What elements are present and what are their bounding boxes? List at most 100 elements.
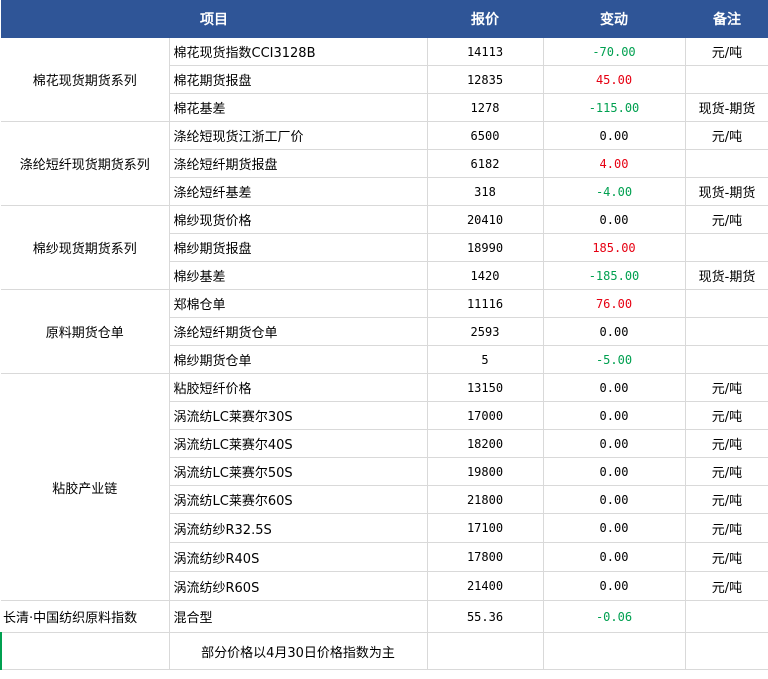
header-row: 项目 报价 变动 备注 xyxy=(1,0,768,38)
item-name: 涡流纺LC莱赛尔40S xyxy=(169,429,428,458)
change-value: 76.00 xyxy=(543,289,686,318)
price-value: 18200 xyxy=(427,429,544,458)
table-row: 棉纱基差 1420 -185.00 现货-期货 xyxy=(1,261,768,290)
price-value: 17100 xyxy=(427,513,544,543)
change-value: -70.00 xyxy=(543,38,686,66)
item-name: 涡流纺纱R60S xyxy=(169,571,428,601)
item-name: 棉花基差 xyxy=(169,93,428,122)
header-change: 变动 xyxy=(543,0,685,38)
footnote-text: 部分价格以4月30日价格指数为主 xyxy=(169,632,428,670)
note-value xyxy=(685,233,768,262)
change-value: -185.00 xyxy=(543,261,686,290)
item-name: 粘胶短纤价格 xyxy=(169,373,428,402)
index-note xyxy=(685,600,768,633)
price-value: 12835 xyxy=(427,65,544,94)
table-row: 棉纱期货仓单 5 -5.00 xyxy=(1,345,768,374)
empty-cell xyxy=(427,632,544,670)
change-value: 4.00 xyxy=(543,149,686,178)
item-name: 棉纱基差 xyxy=(169,261,428,290)
item-name: 棉花期货报盘 xyxy=(169,65,428,94)
change-value: 45.00 xyxy=(543,65,686,94)
note-value xyxy=(685,65,768,94)
table-row: 涡流纺纱R60S 21400 0.00 元/吨 xyxy=(1,571,768,601)
change-value: 0.00 xyxy=(543,429,686,458)
note-value: 元/吨 xyxy=(685,205,768,234)
note-value: 元/吨 xyxy=(685,542,768,572)
table-row: 粘胶产业链 粘胶短纤价格 13150 0.00 元/吨 xyxy=(1,373,768,601)
index-value: 55.36 xyxy=(427,600,544,633)
change-value: -115.00 xyxy=(543,93,686,122)
change-value: 0.00 xyxy=(543,121,686,150)
item-name: 涡流纺纱R40S xyxy=(169,542,428,572)
table-row: 涡流纺LC莱赛尔40S 18200 0.00 元/吨 xyxy=(1,429,768,458)
price-value: 6182 xyxy=(427,149,544,178)
table-row: 涤纶短纤基差 318 -4.00 现货-期货 xyxy=(1,177,768,206)
price-value: 5 xyxy=(427,345,544,374)
group-name: 粘胶产业链 xyxy=(1,373,170,601)
item-name: 涡流纺LC莱赛尔30S xyxy=(169,401,428,430)
header-price: 报价 xyxy=(427,0,543,38)
change-value: 0.00 xyxy=(543,542,686,572)
item-name: 棉纱期货报盘 xyxy=(169,233,428,262)
change-value: -4.00 xyxy=(543,177,686,206)
note-value: 元/吨 xyxy=(685,513,768,543)
table-body: 棉花现货期货系列 棉花现货指数CCI3128B 14113 -70.00 元/吨 棉花期货… xyxy=(0,38,768,670)
note-value: 元/吨 xyxy=(685,429,768,458)
change-value: 0.00 xyxy=(543,205,686,234)
footnote-spacer xyxy=(0,632,170,670)
table-row: 棉花期货报盘 12835 45.00 xyxy=(1,65,768,94)
table-row: 涡流纺纱R40S 17800 0.00 元/吨 xyxy=(1,542,768,572)
item-name: 涡流纺LC莱赛尔50S xyxy=(169,457,428,486)
header-note: 备注 xyxy=(685,0,768,38)
empty-cell xyxy=(685,632,768,670)
table-row: 棉纱现货期货系列 棉纱现货价格 20410 0.00 元/吨 xyxy=(1,205,768,290)
item-name: 郑棉仓单 xyxy=(169,289,428,318)
change-value: 0.00 xyxy=(543,571,686,601)
table-row: 棉花现货期货系列 棉花现货指数CCI3128B 14113 -70.00 元/吨 xyxy=(1,38,768,122)
item-name: 涡流纺纱R32.5S xyxy=(169,513,428,543)
index-name: 长清·中国纺织原料指数 xyxy=(1,600,170,633)
note-value: 元/吨 xyxy=(685,571,768,601)
note-value: 元/吨 xyxy=(685,401,768,430)
item-name: 涤纶短纤基差 xyxy=(169,177,428,206)
footnote-row: 部分价格以4月30日价格指数为主 xyxy=(0,632,768,670)
price-value: 21400 xyxy=(427,571,544,601)
price-value: 20410 xyxy=(427,205,544,234)
table-row: 涡流纺纱R32.5S 17100 0.00 元/吨 xyxy=(1,513,768,543)
item-name: 棉纱现货价格 xyxy=(169,205,428,234)
empty-cell xyxy=(543,632,686,670)
item-name: 涡流纺LC莱赛尔60S xyxy=(169,485,428,514)
note-value: 元/吨 xyxy=(685,373,768,402)
group-name: 棉纱现货期货系列 xyxy=(1,205,170,290)
change-value: 0.00 xyxy=(543,457,686,486)
price-value: 2593 xyxy=(427,317,544,346)
price-value: 19800 xyxy=(427,457,544,486)
group-name: 涤纶短纤现货期货系列 xyxy=(1,121,170,206)
change-value: 185.00 xyxy=(543,233,686,262)
header-item: 项目 xyxy=(1,0,427,38)
change-value: 0.00 xyxy=(543,513,686,543)
note-value: 现货-期货 xyxy=(685,261,768,290)
price-value: 17800 xyxy=(427,542,544,572)
group-name: 原料期货仓单 xyxy=(1,289,170,374)
change-value: 0.00 xyxy=(543,317,686,346)
note-value xyxy=(685,289,768,318)
item-name: 棉花现货指数CCI3128B xyxy=(169,38,428,66)
group-name: 棉花现货期货系列 xyxy=(1,38,170,122)
change-value: 0.00 xyxy=(543,485,686,514)
item-name: 涤纶短纤期货仓单 xyxy=(169,317,428,346)
note-value: 现货-期货 xyxy=(685,93,768,122)
note-value xyxy=(685,345,768,374)
note-value: 元/吨 xyxy=(685,457,768,486)
table-row: 原料期货仓单 郑棉仓单 11116 76.00 xyxy=(1,289,768,374)
index-type: 混合型 xyxy=(169,600,428,633)
table-row: 涡流纺LC莱赛尔30S 17000 0.00 元/吨 xyxy=(1,401,768,430)
table-row: 涤纶短纤现货期货系列 涤纶短现货江浙工厂价 6500 0.00 元/吨 xyxy=(1,121,768,206)
table-row: 涤纶短纤期货报盘 6182 4.00 xyxy=(1,149,768,178)
price-value: 13150 xyxy=(427,373,544,402)
price-value: 1420 xyxy=(427,261,544,290)
price-value: 14113 xyxy=(427,38,544,66)
price-value: 1278 xyxy=(427,93,544,122)
price-value: 18990 xyxy=(427,233,544,262)
price-value: 21800 xyxy=(427,485,544,514)
